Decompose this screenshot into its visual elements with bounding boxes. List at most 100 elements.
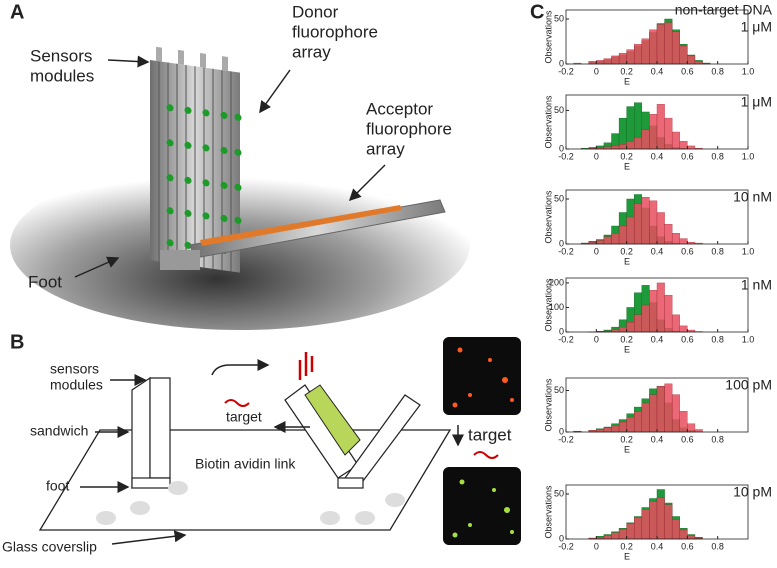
arrow	[348, 164, 386, 202]
bar	[649, 501, 658, 540]
bar	[626, 416, 635, 433]
bar	[603, 236, 612, 245]
bar	[641, 38, 650, 65]
bar	[641, 509, 650, 540]
x-tick-label: 0.8	[711, 541, 724, 551]
bar	[656, 282, 665, 333]
x-tick-label: 0.2	[620, 151, 633, 161]
y-tick-label: 0	[559, 143, 564, 153]
label: Foot	[28, 272, 62, 291]
bar	[626, 321, 635, 333]
y-tick-label: 50	[554, 488, 564, 498]
bar	[687, 423, 696, 433]
x-tick-label: 0.6	[681, 151, 694, 161]
bar	[618, 225, 627, 245]
x-tick-label: 1.0	[742, 151, 755, 161]
y-tick-label: 0	[559, 58, 564, 68]
x-tick-label: 0.6	[681, 334, 694, 344]
bar	[611, 55, 620, 65]
bar	[687, 145, 696, 150]
bar	[649, 200, 658, 245]
x-tick-label: 0.6	[681, 434, 694, 444]
x-tick-label: 0.6	[681, 66, 694, 76]
bar	[611, 532, 620, 540]
bar	[634, 44, 643, 65]
bar	[626, 523, 635, 540]
bar	[603, 58, 612, 65]
bar	[664, 294, 673, 333]
bar	[634, 411, 643, 433]
bar	[611, 145, 620, 150]
label: array	[366, 139, 405, 158]
coverslip	[38, 429, 452, 531]
x-axis-label: E	[624, 444, 630, 454]
arrow	[74, 256, 120, 278]
x-tick-label: 0.6	[681, 246, 694, 256]
bar	[656, 497, 665, 540]
label: fluorophore	[366, 119, 452, 138]
foot-block	[160, 250, 200, 270]
arrow	[211, 359, 270, 376]
label: Donor	[292, 2, 339, 21]
x-tick-label: 0	[594, 334, 599, 344]
bar	[649, 114, 658, 150]
label: target	[226, 409, 262, 425]
x-tick-label: 0	[594, 541, 599, 551]
x-axis-label: E	[624, 551, 630, 561]
label: Biotin avidin link	[195, 456, 296, 472]
bar	[641, 304, 650, 333]
bar	[618, 53, 627, 65]
x-tick-label: 0.4	[651, 246, 664, 256]
x-tick-label: 1.0	[742, 66, 755, 76]
x-tick-label: 0.2	[620, 434, 633, 444]
label: foot	[46, 478, 69, 494]
y-axis-label: Observations	[543, 278, 553, 332]
x-tick-label: 0.2	[620, 541, 633, 551]
bar	[671, 31, 680, 65]
annotation: 10 nM	[733, 189, 772, 205]
bar	[641, 129, 650, 150]
label: fluorophore	[292, 22, 378, 41]
bar	[649, 290, 658, 333]
x-tick-label: 0.4	[651, 434, 664, 444]
bar	[596, 240, 605, 245]
arrow	[111, 530, 187, 545]
x-tick-label: 0.8	[711, 246, 724, 256]
bar	[611, 425, 620, 433]
x-tick-label: 0	[594, 151, 599, 161]
bar	[679, 529, 688, 540]
annotation: 1 μM	[741, 94, 772, 110]
bar	[664, 22, 673, 65]
bar	[671, 232, 680, 245]
bar	[656, 24, 665, 65]
y-axis-label: Observations	[543, 190, 553, 244]
x-axis-label: E	[624, 256, 630, 266]
y-tick-label: 100	[549, 302, 564, 312]
bar	[596, 60, 605, 65]
bar	[664, 383, 673, 433]
bar	[679, 45, 688, 65]
label: Acceptor	[366, 99, 433, 118]
bar	[656, 386, 665, 433]
x-tick-label: 0	[594, 66, 599, 76]
bar	[687, 535, 696, 540]
bar	[641, 402, 650, 433]
bar	[656, 104, 665, 150]
bar	[679, 238, 688, 245]
x-tick-label: -0.2	[558, 246, 574, 256]
panel-label: A	[10, 1, 24, 23]
y-tick-label: 0	[559, 533, 564, 543]
panel-c: -0.2 0 0.2 0.4 0.6 0.8 1.0050EObservationsnon-…	[543, 2, 772, 562]
x-axis-label: E	[624, 76, 630, 86]
bar	[618, 144, 627, 150]
x-tick-label: -0.2	[558, 434, 574, 444]
bar	[626, 216, 635, 245]
bar	[618, 528, 627, 540]
x-tick-label: 0.8	[711, 151, 724, 161]
bar	[634, 314, 643, 333]
bar	[664, 223, 673, 245]
bar	[611, 232, 620, 245]
x-tick-label: -0.2	[558, 541, 574, 551]
x-tick-label: 0.4	[651, 151, 664, 161]
x-tick-label: 0.8	[711, 434, 724, 444]
